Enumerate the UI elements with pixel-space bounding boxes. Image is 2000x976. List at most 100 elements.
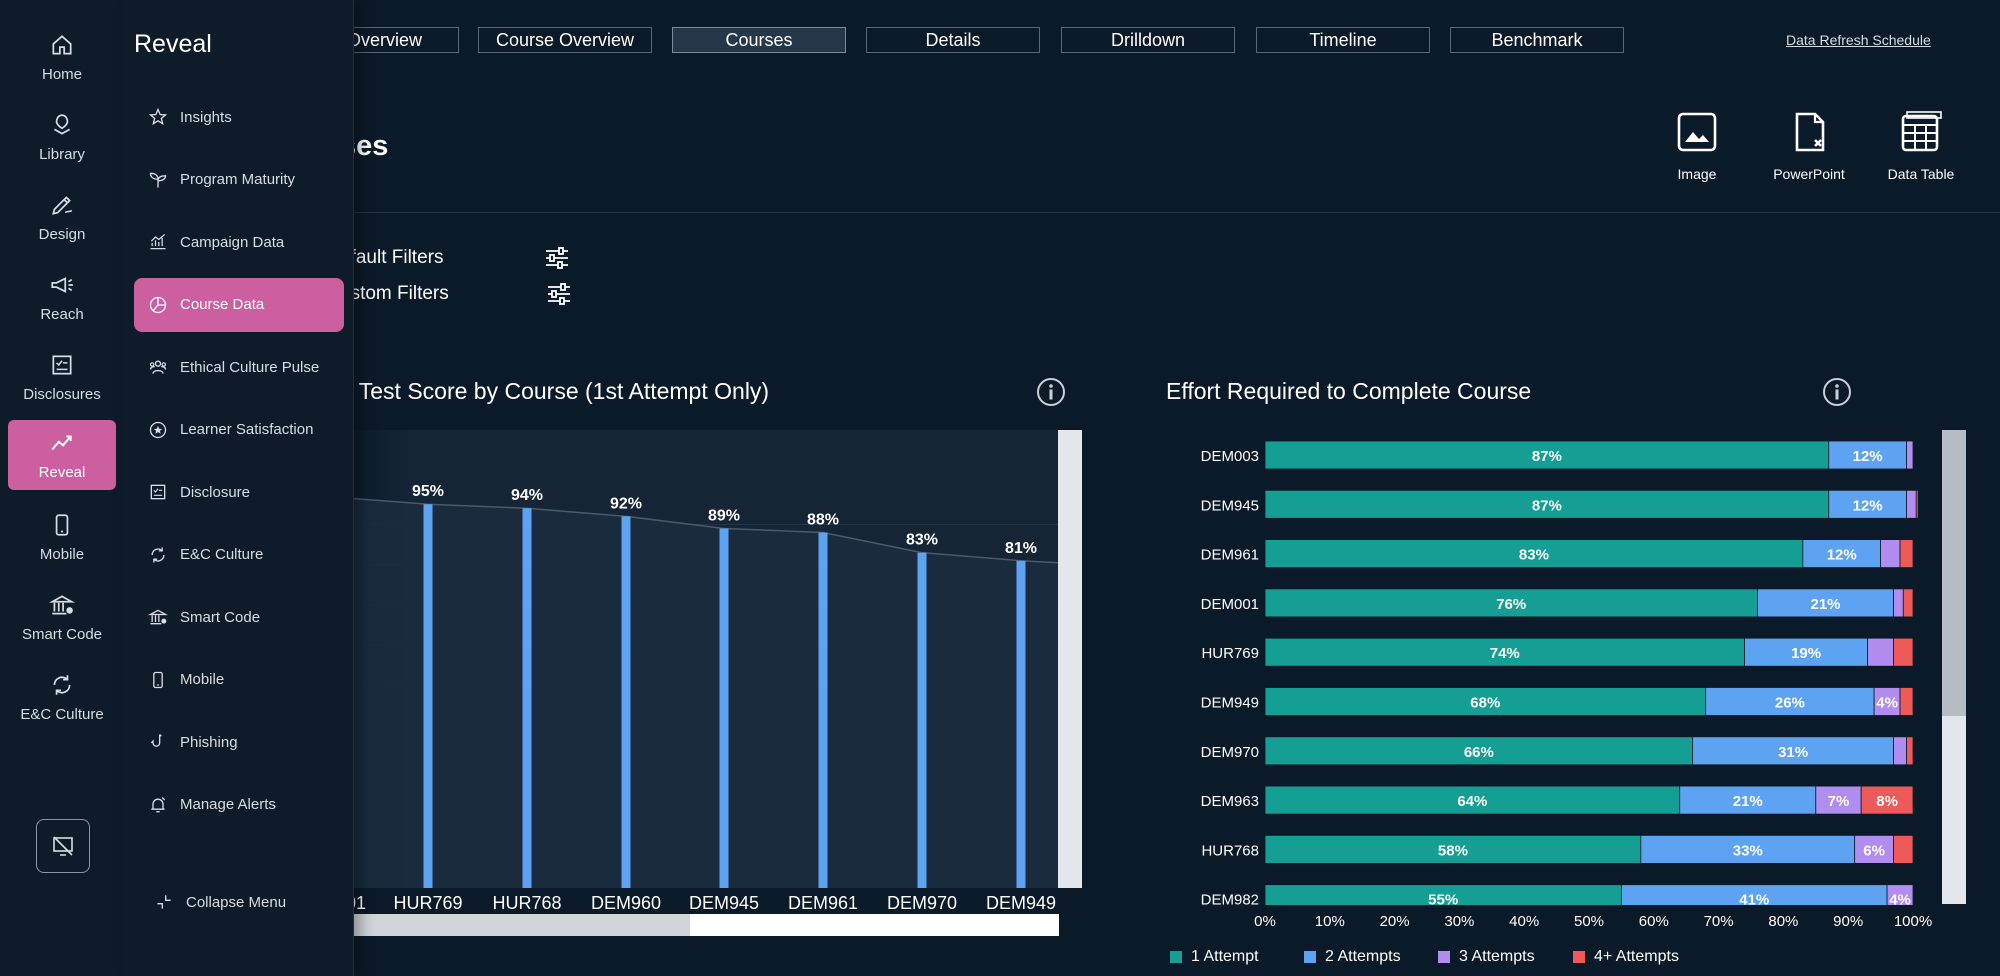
menu-item-course-data[interactable]: Course Data: [134, 277, 344, 332]
tab-timeline[interactable]: Timeline: [1256, 27, 1430, 53]
rail-item-mobile[interactable]: Mobile: [8, 502, 116, 572]
effort-x-tick: 20%: [1380, 913, 1410, 930]
effort-x-tick: 40%: [1509, 913, 1539, 930]
score-category-label: DEM961: [787, 893, 859, 913]
effort-chart: DEM003 87% 12% DEM945 87% 12% DEM961 83% 12% DEM0…: [1160, 440, 1960, 930]
home-icon: [52, 34, 72, 55]
effort-data-label: 83%: [1519, 547, 1549, 564]
effort-bar-segment: [1860, 785, 1914, 815]
effort-x-tick: 60%: [1639, 913, 1669, 930]
tab-drilldown[interactable]: Drilldown: [1061, 27, 1235, 53]
export-powerpoint-button[interactable]: PowerPoint: [1759, 110, 1859, 182]
left-chart-vertical-scrollbar[interactable]: [1058, 430, 1082, 888]
tab-courses[interactable]: Courses: [672, 27, 846, 53]
effort-data-label: 55%: [1428, 892, 1458, 909]
design-icon: [52, 195, 73, 215]
score-area: [340, 497, 1058, 888]
export-image-button[interactable]: Image: [1647, 110, 1747, 182]
menu-item-insights[interactable]: Insights: [134, 90, 344, 144]
right-chart-scroll-thumb[interactable]: [1942, 430, 1966, 716]
tab-benchmark[interactable]: Benchmark: [1450, 27, 1624, 53]
effort-bar-segment: [1906, 489, 1917, 519]
toggle-display-button[interactable]: [36, 819, 90, 873]
legend-item[interactable]: 3 Attempts: [1438, 948, 1535, 966]
rail-item-library[interactable]: Library: [8, 102, 116, 172]
menu-item-disclosure[interactable]: Disclosure: [134, 465, 344, 519]
sliders-icon[interactable]: [545, 247, 569, 269]
effort-data-label: 33%: [1733, 842, 1763, 859]
legend-swatch: [1304, 951, 1316, 963]
rail-item-e-c-culture[interactable]: E&C Culture: [8, 662, 116, 732]
star-icon: [148, 107, 168, 126]
effort-data-label: 74%: [1490, 645, 1520, 662]
effort-category-label: DEM970: [1201, 744, 1259, 761]
effort-bar-segment: [1679, 785, 1817, 815]
effort-data-label: 26%: [1775, 695, 1805, 712]
rail-item-disclosures[interactable]: Disclosures: [8, 342, 116, 412]
effort-data-label: 12%: [1853, 448, 1883, 465]
menu-item-manage-alerts[interactable]: Manage Alerts: [134, 778, 344, 832]
effort-category-label: DEM001: [1201, 596, 1259, 613]
legend-swatch: [1170, 951, 1182, 963]
menu-item-program-maturity[interactable]: Program Maturity: [134, 153, 344, 207]
rail-item-smart-code[interactable]: Smart Code: [8, 582, 116, 652]
menu-item-learner-satisfaction[interactable]: Learner Satisfaction: [134, 403, 344, 457]
effort-x-tick: 10%: [1315, 913, 1345, 930]
culture-icon: [53, 674, 71, 695]
legend-item[interactable]: 2 Attempts: [1304, 948, 1401, 966]
tab-course-overview[interactable]: Course Overview: [478, 27, 652, 53]
left-chart-scroll-thumb[interactable]: [354, 914, 690, 936]
rail-item-design[interactable]: Design: [8, 182, 116, 252]
effort-bar-segment: [1899, 539, 1914, 568]
data-refresh-schedule-link[interactable]: Data Refresh Schedule: [1786, 32, 1931, 48]
effort-x-tick: 50%: [1574, 913, 1604, 930]
rail-item-label: Design: [38, 225, 86, 243]
effort-data-label: 6%: [1863, 842, 1885, 859]
menu-item-label: Learner Satisfaction: [180, 421, 314, 438]
pie-chart-icon: [149, 296, 167, 313]
rail-item-reveal[interactable]: Reveal: [8, 420, 116, 490]
score-data-label: 95%: [412, 483, 444, 500]
tab-details[interactable]: Details: [866, 27, 1040, 53]
effort-category-label: DEM003: [1201, 448, 1259, 465]
effort-bar-segment: [1899, 687, 1914, 716]
effort-bar-segment: [1264, 834, 1642, 864]
test-score-chart: %95%94%92%89%88%83%81%: [340, 430, 1058, 888]
effort-bar-segment: [1906, 440, 1914, 470]
effort-bar-segment: [1264, 539, 1804, 568]
menu-item-label: E&C Culture: [180, 546, 264, 563]
disclosures-icon: [52, 354, 72, 375]
effort-bar-segment: [1264, 637, 1745, 667]
menu-item-label: Disclosure: [180, 483, 251, 501]
collapse-icon: [157, 895, 171, 909]
rail-item-label: E&C Culture: [20, 705, 104, 723]
effort-data-label: 41%: [1739, 892, 1769, 909]
export-data-table-button[interactable]: Data Table: [1871, 110, 1971, 182]
effort-bar-segment: [1744, 637, 1869, 667]
effort-data-label: 87%: [1532, 497, 1562, 514]
legend-item[interactable]: 4+ Attempts: [1573, 948, 1679, 966]
menu-item-campaign-data[interactable]: Campaign Data: [134, 215, 344, 269]
legend-item[interactable]: 1 Attempt: [1170, 948, 1259, 966]
menu-item-ethical-culture-pulse[interactable]: Ethical Culture Pulse: [134, 340, 344, 394]
export-label: PowerPoint: [1773, 166, 1845, 182]
info-icon[interactable]: [1822, 377, 1852, 407]
menu-item-mobile[interactable]: Mobile: [134, 653, 344, 707]
effort-data-label: 8%: [1876, 793, 1898, 810]
rail-item-label: Reach: [40, 305, 84, 323]
menu-item-e-c-culture[interactable]: E&C Culture: [134, 528, 344, 582]
effort-bar-segment: [1893, 637, 1914, 667]
effort-bar-segment: [1802, 539, 1882, 568]
menu-item-phishing[interactable]: Phishing: [134, 715, 344, 769]
menu-item-smart-code[interactable]: Smart Code: [134, 590, 344, 644]
effort-category-label: DEM945: [1201, 497, 1259, 514]
sliders-icon[interactable]: [547, 283, 571, 305]
menu-item-label: Insights: [180, 108, 232, 126]
rail-item-reach[interactable]: Reach: [8, 262, 116, 332]
effort-bar-segment: [1640, 834, 1856, 864]
menu-item-label: Smart Code: [180, 608, 261, 626]
rail-item-home[interactable]: Home: [8, 22, 116, 92]
collapse-menu-button[interactable]: Collapse Menu: [134, 875, 344, 929]
people-icon: [149, 360, 167, 374]
info-icon[interactable]: [1036, 377, 1066, 407]
